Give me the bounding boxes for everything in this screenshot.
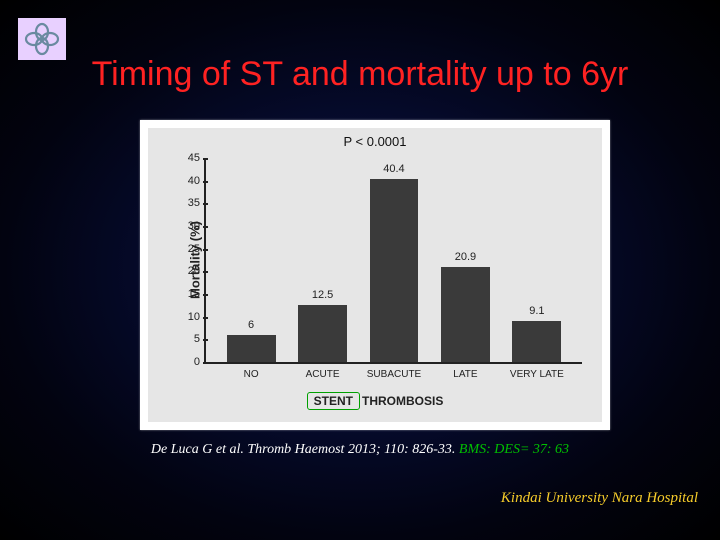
y-tick: 5 xyxy=(174,333,200,345)
y-tick: 10 xyxy=(174,311,200,323)
citation: De Luca G et al. Thromb Haemost 2013; 11… xyxy=(0,442,720,458)
y-tick: 35 xyxy=(174,197,200,209)
x-tick: SUBACUTE xyxy=(360,369,428,380)
bar-value-label: 9.1 xyxy=(512,305,561,317)
xlabel-highlight: STENT xyxy=(307,392,360,410)
bar-value-label: 20.9 xyxy=(441,251,490,263)
bar: 20.9 xyxy=(441,267,490,362)
logo-icon xyxy=(18,18,66,60)
affiliation: Kindai University Nara Hospital xyxy=(0,490,698,507)
bar-value-label: 40.4 xyxy=(370,163,419,175)
x-tick: NO xyxy=(217,369,285,380)
y-tick: 40 xyxy=(174,175,200,187)
bar: 40.4 xyxy=(370,179,419,362)
y-tick: 15 xyxy=(174,288,200,300)
bar: 12.5 xyxy=(298,305,347,362)
bar-value-label: 6 xyxy=(227,319,276,331)
p-value: P < 0.0001 xyxy=(148,134,602,149)
x-tick: LATE xyxy=(432,369,500,380)
x-tick: VERY LATE xyxy=(503,369,571,380)
xlabel-rest: THROMBOSIS xyxy=(362,394,443,408)
citation-text: De Luca G et al. Thromb Haemost 2013; 11… xyxy=(151,442,459,457)
y-tick: 20 xyxy=(174,265,200,277)
citation-highlight: BMS: DES= 37: 63 xyxy=(459,442,569,457)
y-tick: 0 xyxy=(174,356,200,368)
x-axis-label: STENTTHROMBOSIS xyxy=(148,392,602,410)
bar-value-label: 12.5 xyxy=(298,289,347,301)
y-tick: 25 xyxy=(174,243,200,255)
plot-region: Mortality (%) 0510152025303540456NO12.5A… xyxy=(204,158,582,364)
chart-panel: P < 0.0001 Mortality (%) 051015202530354… xyxy=(140,120,610,430)
y-tick: 45 xyxy=(174,152,200,164)
x-tick: ACUTE xyxy=(289,369,357,380)
chart-area: P < 0.0001 Mortality (%) 051015202530354… xyxy=(148,128,602,422)
bar: 6 xyxy=(227,335,276,362)
y-tick: 30 xyxy=(174,220,200,232)
bar: 9.1 xyxy=(512,321,561,362)
slide-title: Timing of ST and mortality up to 6yr xyxy=(0,55,720,94)
